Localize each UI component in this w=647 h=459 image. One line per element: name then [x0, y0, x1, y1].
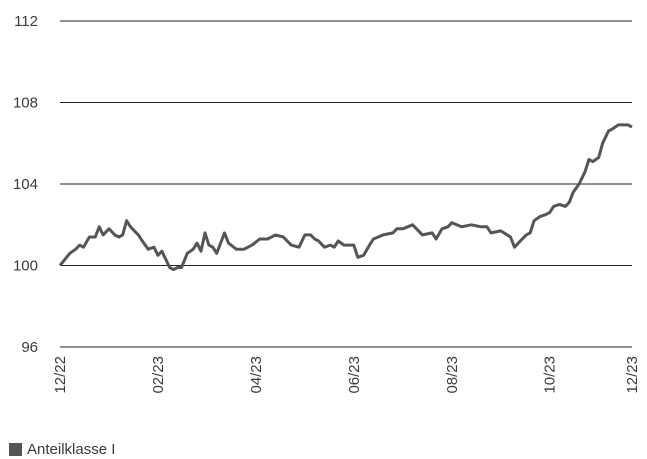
x-tick-label: 06/23: [346, 356, 363, 394]
y-tick-label: 96: [21, 339, 38, 356]
x-axis-tick-labels: 12/22 02/23 04/23 06/23 08/23 10/23 12/23: [52, 356, 641, 394]
x-tick-label: 02/23: [150, 356, 167, 394]
x-tick-label: 08/23: [444, 356, 461, 394]
series-line: [58, 123, 633, 272]
y-tick-label: 104: [13, 176, 38, 193]
y-axis-tick-labels: 96 100 104 108 112: [13, 13, 38, 356]
legend-label: Anteilklasse I: [27, 441, 116, 458]
x-tick-label: 10/23: [542, 356, 559, 394]
legend: Anteilklasse I: [9, 442, 115, 457]
y-tick-label: 100: [13, 258, 38, 275]
gridlines: [60, 20, 632, 348]
x-tick-label: 04/23: [248, 356, 265, 394]
x-tick-label: 12/22: [52, 356, 69, 394]
series-layer: [58, 123, 633, 272]
y-tick-label: 112: [14, 13, 38, 30]
x-tick-label: 12/23: [624, 356, 641, 394]
legend-swatch: [9, 443, 22, 456]
y-tick-label: 108: [13, 95, 38, 112]
